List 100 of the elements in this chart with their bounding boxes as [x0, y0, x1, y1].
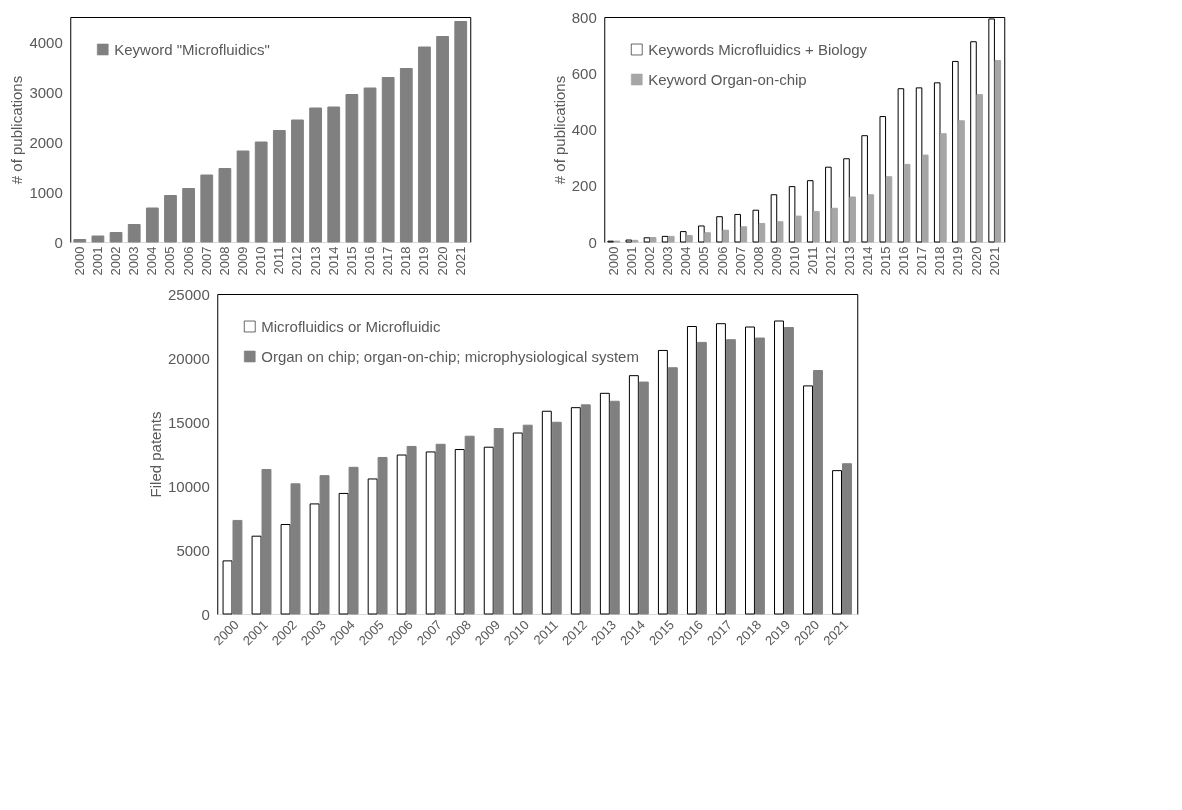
bar	[261, 468, 272, 615]
bar	[716, 216, 723, 243]
bar	[327, 106, 341, 243]
bar	[643, 237, 651, 243]
x-tick-label: 2010	[787, 246, 803, 276]
bar	[933, 82, 941, 243]
bar	[867, 194, 875, 243]
bar	[783, 327, 794, 615]
bar	[832, 470, 843, 615]
bar	[752, 209, 760, 243]
bar	[745, 326, 755, 615]
bar	[200, 174, 214, 243]
bar	[696, 341, 707, 615]
bar	[512, 432, 523, 615]
x-tick-label: 2014	[859, 246, 875, 276]
bar	[861, 135, 868, 243]
bar	[91, 235, 105, 243]
x-tick-label: 2013	[307, 246, 323, 276]
x-tick-label: 2009	[235, 246, 251, 276]
y-tick-label: 5000	[176, 541, 210, 559]
bar	[367, 478, 378, 615]
x-tick-label: 2002	[642, 246, 658, 276]
bar	[599, 392, 610, 615]
bar	[425, 451, 436, 615]
bar	[679, 231, 687, 243]
x-tick-label: 2008	[750, 246, 766, 276]
bar	[994, 60, 1002, 243]
bar	[667, 367, 678, 615]
bar	[580, 404, 591, 615]
x-tick-label: 2018	[932, 246, 948, 276]
bar	[399, 68, 413, 243]
legend-label: Keyword Organ-on-chip	[648, 70, 807, 88]
bar	[661, 235, 669, 243]
x-tick-label: 2012	[289, 246, 305, 276]
y-tick-label: 10000	[168, 477, 210, 495]
bar	[236, 150, 250, 243]
bar	[435, 443, 446, 615]
x-tick-label: 2000	[71, 246, 87, 276]
x-tick-label: 2006	[180, 246, 196, 276]
x-tick-label: 2006	[714, 246, 730, 276]
bar	[788, 186, 796, 243]
legend-label: Keyword "Microfluidics"	[114, 40, 270, 58]
bar	[686, 326, 697, 615]
y-tick-label: 3000	[29, 83, 63, 101]
bar	[291, 119, 304, 243]
bar	[921, 154, 929, 243]
x-tick-label: 2011	[271, 246, 287, 275]
bar	[774, 320, 784, 615]
y-tick-label: 4000	[29, 33, 63, 51]
x-tick-label: 2005	[696, 246, 712, 276]
x-tick-label: 2010	[253, 246, 269, 276]
y-axis-title: # of publications	[550, 75, 568, 185]
bar	[222, 560, 233, 615]
y-tick-label: 600	[571, 64, 597, 82]
bar	[436, 36, 449, 243]
bar	[842, 463, 852, 615]
bar	[363, 87, 377, 243]
x-tick-label: 2003	[660, 246, 676, 276]
bar	[628, 375, 639, 615]
bar	[879, 116, 887, 243]
bar	[958, 120, 965, 243]
y-tick-label: 0	[588, 233, 597, 251]
x-tick-label: 2016	[896, 246, 912, 276]
bar	[522, 424, 533, 615]
y-tick-label: 2000	[29, 133, 63, 151]
bar	[338, 492, 349, 615]
bar	[806, 180, 814, 243]
bar	[903, 163, 911, 243]
bar	[776, 221, 784, 243]
x-tick-label: 2007	[732, 246, 748, 276]
bar	[885, 176, 893, 243]
bar	[280, 524, 291, 615]
bar	[454, 21, 468, 243]
y-tick-label: 200	[571, 177, 597, 195]
bar	[454, 449, 465, 615]
x-tick-label: 2021	[452, 246, 468, 276]
bar	[657, 349, 668, 615]
bar	[73, 239, 87, 243]
bar	[145, 207, 159, 243]
x-tick-label: 2012	[823, 246, 839, 276]
bar	[406, 445, 417, 615]
x-tick-label: 2004	[144, 246, 160, 276]
bar	[377, 456, 388, 615]
bar	[825, 166, 832, 243]
bar	[290, 483, 301, 615]
x-tick-label: 2014	[325, 246, 341, 276]
bar	[348, 466, 359, 615]
bar	[164, 195, 177, 243]
x-tick-label: 2003	[126, 246, 142, 276]
x-tick-label: 2021	[986, 246, 1002, 276]
bar	[686, 235, 693, 243]
bar	[381, 77, 395, 243]
bar	[127, 224, 141, 243]
bar	[396, 454, 407, 615]
bar	[803, 385, 813, 615]
y-tick-label: 800	[571, 8, 597, 26]
bar	[734, 213, 741, 243]
bar	[483, 446, 494, 615]
bar	[254, 141, 268, 243]
y-tick-label: 25000	[168, 285, 210, 303]
